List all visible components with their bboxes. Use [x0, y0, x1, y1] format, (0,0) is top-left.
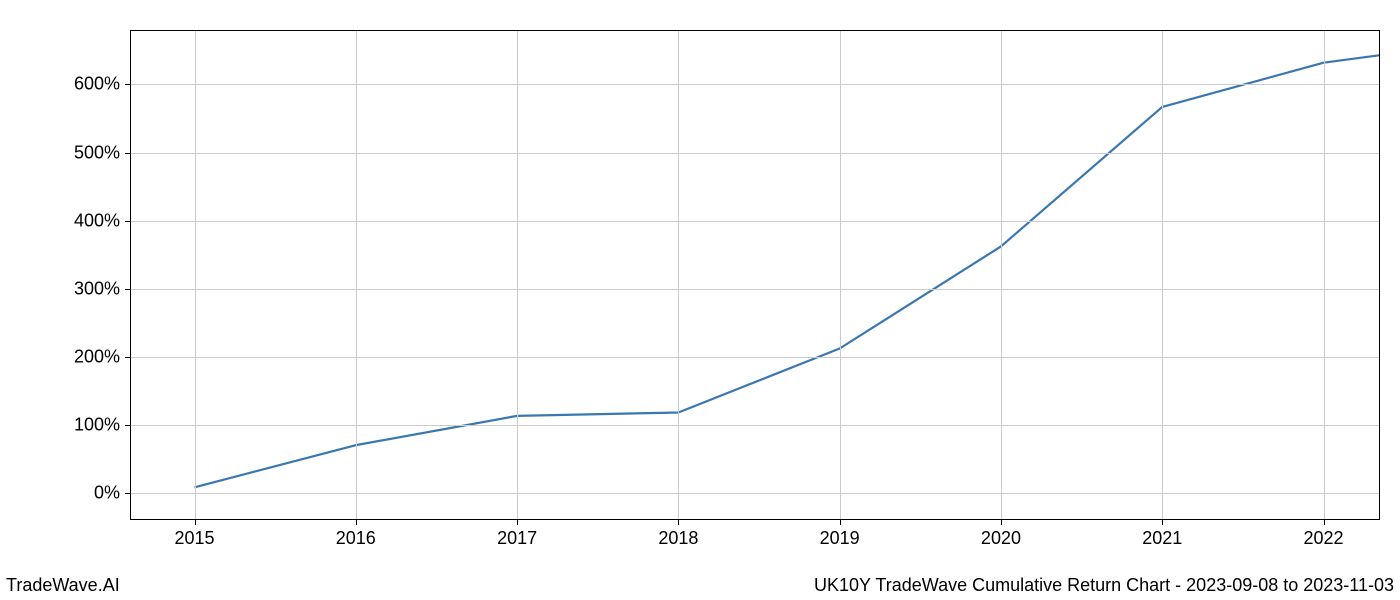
y-tick-label: 500%: [74, 142, 120, 163]
x-tick-mark: [195, 520, 196, 525]
x-tick-label: 2018: [658, 528, 698, 549]
gridline-v: [840, 30, 841, 520]
gridline-h: [130, 357, 1380, 358]
chart-container: 0% 100% 200% 300% 400% 500% 600% 2015 2016 2017 20…: [0, 0, 1400, 600]
x-tick-label: 2017: [497, 528, 537, 549]
x-tick-mark: [517, 520, 518, 525]
x-tick-label: 2022: [1304, 528, 1344, 549]
gridline-h: [130, 153, 1380, 154]
y-tick-label: 0%: [94, 482, 120, 503]
gridline-h: [130, 221, 1380, 222]
footer-right-text: UK10Y TradeWave Cumulative Return Chart …: [814, 575, 1394, 596]
x-tick-mark: [1162, 520, 1163, 525]
gridline-v: [195, 30, 196, 520]
y-tick-label: 600%: [74, 74, 120, 95]
gridline-v: [517, 30, 518, 520]
gridline-h: [130, 425, 1380, 426]
y-tick-label: 400%: [74, 210, 120, 231]
x-tick-label: 2016: [336, 528, 376, 549]
axis-spine-right: [1379, 30, 1380, 520]
series-line: [195, 55, 1380, 487]
x-tick-label: 2020: [981, 528, 1021, 549]
x-tick-mark: [678, 520, 679, 525]
footer-left-text: TradeWave.AI: [6, 575, 120, 596]
x-tick-mark: [1324, 520, 1325, 525]
x-tick-mark: [356, 520, 357, 525]
y-tick-label: 200%: [74, 346, 120, 367]
axis-spine-bottom: [130, 519, 1380, 520]
axis-spine-left: [130, 30, 131, 520]
x-tick-label: 2015: [174, 528, 214, 549]
gridline-h: [130, 289, 1380, 290]
x-tick-mark: [1001, 520, 1002, 525]
x-tick-label: 2019: [820, 528, 860, 549]
y-tick-label: 100%: [74, 414, 120, 435]
gridline-v: [356, 30, 357, 520]
line-series: [130, 30, 1380, 520]
axis-spine-top: [130, 30, 1380, 31]
gridline-v: [1162, 30, 1163, 520]
gridline-v: [1001, 30, 1002, 520]
plot-area: 0%100%200%300%400%500%600%20152016201720…: [130, 30, 1380, 520]
x-tick-label: 2021: [1142, 528, 1182, 549]
gridline-v: [1324, 30, 1325, 520]
gridline-h: [130, 493, 1380, 494]
gridline-h: [130, 84, 1380, 85]
x-tick-mark: [840, 520, 841, 525]
y-tick-label: 300%: [74, 278, 120, 299]
gridline-v: [678, 30, 679, 520]
